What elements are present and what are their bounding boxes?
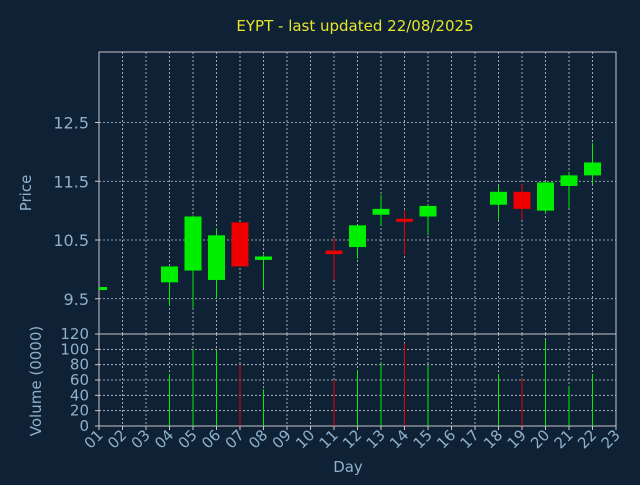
x-tick-label-15: 15	[410, 426, 436, 452]
x-tick-label-10: 10	[292, 426, 318, 452]
x-tick-label-23: 23	[598, 426, 624, 452]
price-tick-label: 12.5	[53, 114, 89, 133]
x-tick-label-20: 20	[527, 426, 553, 452]
price-tick-label: 11.5	[53, 172, 89, 191]
x-tick-label-14: 14	[386, 426, 412, 452]
candle-body-14	[396, 218, 413, 222]
volume-tick-label: 20	[70, 402, 89, 420]
x-tick-label-04: 04	[151, 426, 177, 452]
x-tick-label-18: 18	[480, 426, 506, 452]
price-tick-label: 10.5	[53, 231, 89, 250]
candle-body-21	[560, 175, 578, 186]
candle-body-06	[208, 235, 225, 280]
volume-axis-label: Volume (0000)	[27, 326, 45, 436]
candle-body-15	[419, 205, 437, 217]
candle-body-01	[99, 287, 107, 290]
volume-tick-label: 60	[70, 371, 89, 389]
x-tick-label-09: 09	[269, 426, 295, 452]
chart-title: EYPT - last updated 22/08/2025	[236, 17, 473, 35]
x-tick-label-19: 19	[504, 426, 530, 452]
candle-body-07	[231, 222, 249, 267]
candle-body-05	[184, 216, 202, 271]
x-tick-label-22: 22	[574, 426, 600, 452]
x-tick-label-08: 08	[245, 426, 271, 452]
volume-tick-label: 0	[79, 417, 89, 435]
price-axis-label: Price	[17, 175, 35, 212]
x-tick-label-05: 05	[175, 426, 201, 452]
candle-body-18	[490, 191, 507, 205]
candle-body-11	[325, 250, 343, 255]
price-panel: 9.5 10.5 11.5 12.5	[53, 51, 617, 335]
price-tick-label: 9.5	[64, 290, 89, 309]
candle-body-20	[537, 182, 554, 211]
x-tick-label-02: 02	[104, 426, 130, 452]
volume-tick-label: 120	[60, 325, 89, 343]
x-tick-label-12: 12	[339, 426, 365, 452]
x-tick-label-03: 03	[128, 426, 154, 452]
candle-body-22	[584, 162, 601, 176]
x-axis: 0102030405060708091011121314151617181920…	[81, 426, 624, 452]
candle-body-08	[255, 256, 272, 260]
candle-body-19	[513, 191, 531, 209]
x-tick-label-07: 07	[222, 426, 248, 452]
volume-tick-label: 40	[70, 386, 89, 404]
volume-tick-label: 100	[60, 340, 89, 358]
x-tick-label-11: 11	[316, 426, 342, 452]
candle-body-12	[349, 225, 366, 248]
volume-tick-label: 80	[70, 356, 89, 374]
candle-body-04	[161, 266, 178, 283]
x-axis-label: Day	[333, 458, 363, 476]
x-tick-label-16: 16	[433, 426, 459, 452]
x-tick-label-06: 06	[198, 426, 224, 452]
x-tick-label-17: 17	[457, 426, 483, 452]
candle-body-13	[372, 208, 390, 215]
x-tick-label-21: 21	[551, 426, 577, 452]
x-tick-label-13: 13	[363, 426, 389, 452]
